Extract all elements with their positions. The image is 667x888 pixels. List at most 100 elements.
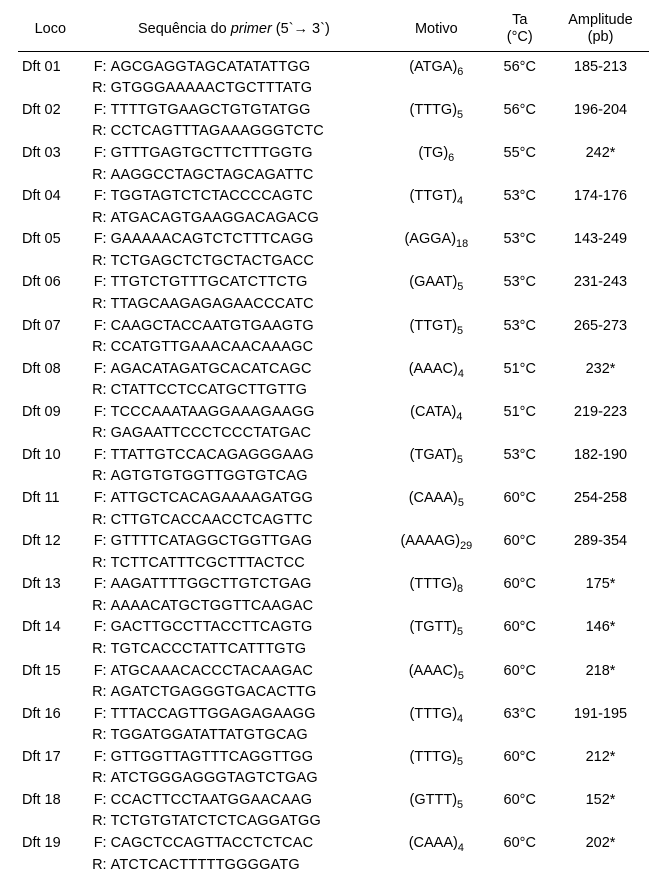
table-row: Dft 10F:TTATTGTCCACAGAGGGAAG(TGAT)553°C1…	[18, 445, 649, 467]
ta-cell: 60°C	[487, 790, 552, 833]
primer-direction-reverse: R:	[83, 596, 111, 618]
primer-sequence-reverse: CTATTCCTCCATGCTTGTTG	[111, 380, 386, 402]
ta-cell: 56°C	[487, 51, 552, 100]
loco-cell: Dft 09	[18, 402, 83, 445]
primer-sequence-reverse: GAGAATTCCCTCCCTATGAC	[111, 423, 386, 445]
primer-sequence-forward: AGACATAGATGCACATCAGC	[111, 359, 386, 381]
primer-direction-reverse: R:	[83, 208, 111, 230]
loco-cell: Dft 05	[18, 229, 83, 272]
primer-sequence-reverse: CTTGTCACCAACCTCAGTTC	[111, 510, 386, 532]
primer-direction-forward: F:	[83, 488, 111, 510]
primer-sequence-reverse: ATCTGGGAGGGTAGTCTGAG	[111, 768, 386, 790]
primer-direction-forward: F:	[83, 316, 111, 338]
primer-sequence-reverse: ATGACAGTGAAGGACAGACG	[111, 208, 386, 230]
primer-table: Loco Sequência do primer (5`→ 3`) Motivo…	[18, 12, 649, 876]
primer-sequence-forward: GTTTGAGTGCTTCTTTGGTG	[111, 143, 386, 165]
motivo-cell: (TGTT)5	[385, 617, 487, 660]
loco-cell: Dft 07	[18, 316, 83, 359]
primer-sequence-reverse: GTGGGAAAAACTGCTTTATG	[111, 78, 386, 100]
primer-sequence-reverse: CCTCAGTTTAGAAAGGGTCTC	[111, 121, 386, 143]
amp-cell: 143-249	[552, 229, 649, 272]
amp-cell: 218*	[552, 661, 649, 704]
table-header-row: Loco Sequência do primer (5`→ 3`) Motivo…	[18, 12, 649, 51]
motivo-cell: (CATA)4	[385, 402, 487, 445]
primer-sequence-forward: GTTTTCATAGGCTGGTTGAG	[111, 531, 386, 553]
primer-direction-reverse: R:	[83, 165, 111, 187]
amp-cell: 231-243	[552, 272, 649, 315]
motivo-cell: (ATGA)6	[385, 51, 487, 100]
table-row: Dft 04F:TGGTAGTCTCTACCCCAGTC(TTGT)453°C1…	[18, 186, 649, 208]
loco-cell: Dft 18	[18, 790, 83, 833]
primer-direction-forward: F:	[83, 531, 111, 553]
primer-direction-reverse: R:	[83, 553, 111, 575]
primer-direction-forward: F:	[83, 272, 111, 294]
motivo-cell: (TTTG)5	[385, 100, 487, 143]
primer-direction-forward: F:	[83, 574, 111, 596]
motivo-cell: (CAAA)5	[385, 488, 487, 531]
amp-cell: 232*	[552, 359, 649, 402]
motivo-cell: (AAAAG)29	[385, 531, 487, 574]
motivo-cell: (CAAA)4	[385, 833, 487, 876]
primer-sequence-reverse: TCTGTGTATCTCTCAGGATGG	[111, 811, 386, 833]
motivo-cell: (TTGT)4	[385, 186, 487, 229]
motivo-cell: (TTTG)8	[385, 574, 487, 617]
primer-sequence-reverse: TGGATGGATATTATGTGCAG	[111, 725, 386, 747]
ta-cell: 53°C	[487, 272, 552, 315]
primer-sequence-reverse: TGTCACCCTATTCATTTGTG	[111, 639, 386, 661]
primer-sequence-forward: CAGCTCCAGTTACCTCTCAC	[111, 833, 386, 855]
primer-sequence-forward: GAAAAACAGTCTCTTTCAGG	[111, 229, 386, 251]
primer-sequence-forward: ATGCAAACACCCTACAAGAC	[111, 661, 386, 683]
motivo-cell: (TGAT)5	[385, 445, 487, 488]
primer-direction-reverse: R:	[83, 811, 111, 833]
table-row: Dft 11F:ATTGCTCACAGAAAAGATGG(CAAA)560°C2…	[18, 488, 649, 510]
ta-cell: 53°C	[487, 229, 552, 272]
table-row: Dft 09F:TCCCAAATAAGGAAAGAAGG(CATA)451°C2…	[18, 402, 649, 424]
table-row: Dft 13F:AAGATTTTGGCTTGTCTGAG(TTTG)860°C1…	[18, 574, 649, 596]
table-row: Dft 06F:TTGTCTGTTTGCATCTTCTG(GAAT)553°C2…	[18, 272, 649, 294]
table-row: Dft 15F:ATGCAAACACCCTACAAGAC(AAAC)560°C2…	[18, 661, 649, 683]
primer-sequence-reverse: AAAACATGCTGGTTCAAGAC	[111, 596, 386, 618]
loco-cell: Dft 13	[18, 574, 83, 617]
table-row: Dft 03F:GTTTGAGTGCTTCTTTGGTG(TG)655°C242…	[18, 143, 649, 165]
amp-cell: 191-195	[552, 704, 649, 747]
primer-sequence-forward: CAAGCTACCAATGTGAAGTG	[111, 316, 386, 338]
ta-cell: 60°C	[487, 574, 552, 617]
primer-direction-reverse: R:	[83, 121, 111, 143]
primer-direction-reverse: R:	[83, 380, 111, 402]
table-row: Dft 18F:CCACTTCCTAATGGAACAAG(GTTT)560°C1…	[18, 790, 649, 812]
col-seq-header: Sequência do primer (5`→ 3`)	[83, 12, 386, 51]
loco-cell: Dft 14	[18, 617, 83, 660]
primer-sequence-forward: AAGATTTTGGCTTGTCTGAG	[111, 574, 386, 596]
col-motivo-header: Motivo	[385, 12, 487, 51]
motivo-cell: (AAAC)4	[385, 359, 487, 402]
loco-cell: Dft 16	[18, 704, 83, 747]
motivo-cell: (GAAT)5	[385, 272, 487, 315]
primer-sequence-forward: ATTGCTCACAGAAAAGATGG	[111, 488, 386, 510]
primer-sequence-forward: TGGTAGTCTCTACCCCAGTC	[111, 186, 386, 208]
motivo-cell: (AAAC)5	[385, 661, 487, 704]
primer-sequence-reverse: AAGGCCTAGCTAGCAGATTC	[111, 165, 386, 187]
primer-direction-forward: F:	[83, 790, 111, 812]
primer-sequence-forward: GACTTGCCTTACCTTCAGTG	[111, 617, 386, 639]
amp-cell: 202*	[552, 833, 649, 876]
amp-cell: 196-204	[552, 100, 649, 143]
primer-direction-forward: F:	[83, 143, 111, 165]
amp-cell: 182-190	[552, 445, 649, 488]
amp-cell: 289-354	[552, 531, 649, 574]
primer-sequence-forward: TTGTCTGTTTGCATCTTCTG	[111, 272, 386, 294]
loco-cell: Dft 15	[18, 661, 83, 704]
col-amp-header: Amplitude(pb)	[552, 12, 649, 51]
primer-sequence-reverse: TCTTCATTTCGCTTTACTCC	[111, 553, 386, 575]
table-row: Dft 01F:AGCGAGGTAGCATATATTGG(ATGA)656°C1…	[18, 51, 649, 78]
amp-cell: 219-223	[552, 402, 649, 445]
primer-sequence-forward: TCCCAAATAAGGAAAGAAGG	[111, 402, 386, 424]
loco-cell: Dft 02	[18, 100, 83, 143]
primer-direction-reverse: R:	[83, 423, 111, 445]
loco-cell: Dft 03	[18, 143, 83, 186]
loco-cell: Dft 11	[18, 488, 83, 531]
amp-cell: 212*	[552, 747, 649, 790]
primer-sequence-forward: TTTTGTGAAGCTGTGTATGG	[111, 100, 386, 122]
ta-cell: 60°C	[487, 747, 552, 790]
loco-cell: Dft 10	[18, 445, 83, 488]
amp-cell: 146*	[552, 617, 649, 660]
